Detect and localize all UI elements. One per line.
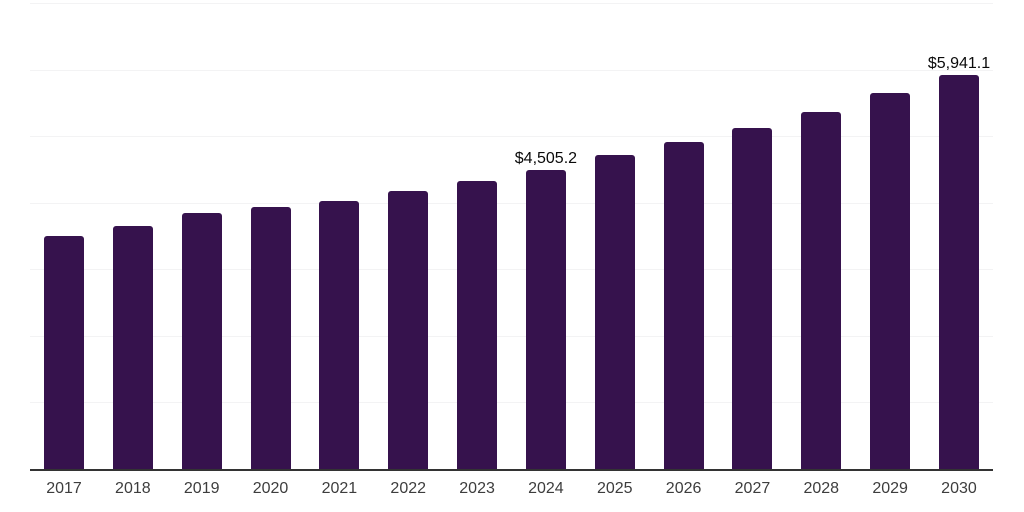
gridline xyxy=(30,202,993,204)
x-tick-label: 2022 xyxy=(390,480,427,497)
gridline xyxy=(30,3,993,4)
x-tick-label: 2018 xyxy=(115,480,151,497)
x-tick-label: 2019 xyxy=(183,480,220,497)
gridline xyxy=(30,402,993,404)
x-axis-labels: 2017 2018 2019 2020 2021 2022 2023 2024 2025 2026… xyxy=(30,470,993,512)
gridline xyxy=(30,69,993,71)
x-tick-label: 2028 xyxy=(803,480,840,497)
x-tick-label: 2030 xyxy=(941,480,977,497)
x-tick-label: 2026 xyxy=(665,480,702,497)
bar-2017 xyxy=(44,236,84,470)
x-tick-label: 2029 xyxy=(872,480,908,497)
bar-2024: $4,505.2 xyxy=(515,151,577,470)
gridline xyxy=(30,335,993,337)
bar-2018 xyxy=(112,226,153,470)
x-tick-label: 2020 xyxy=(252,480,289,497)
bar-2029 xyxy=(870,93,911,470)
bar-value-label: $5,941.1 xyxy=(927,54,991,72)
x-axis-line xyxy=(30,469,993,471)
plot-area: $4,505.2 $5,941.1 xyxy=(30,3,993,471)
bar-2021 xyxy=(319,200,360,470)
x-tick-label: 2017 xyxy=(46,480,82,497)
bar-2027 xyxy=(732,128,773,470)
bar-2023 xyxy=(457,181,498,470)
x-tick-label: 2021 xyxy=(321,480,358,497)
bar-value-label: $4,505.2 xyxy=(514,150,578,168)
bar-2020 xyxy=(250,206,291,470)
bar-2028 xyxy=(801,112,842,470)
bar-2026 xyxy=(663,142,704,470)
gridline xyxy=(30,269,993,271)
x-tick-label: 2024 xyxy=(528,480,564,497)
x-tick-label: 2027 xyxy=(734,480,771,497)
bars-row: $4,505.2 $5,941.1 xyxy=(30,4,993,470)
bar-2025 xyxy=(594,155,635,470)
bar-2019 xyxy=(181,213,222,470)
x-tick-label: 2025 xyxy=(596,480,633,497)
gridline xyxy=(30,136,993,138)
bar-2022 xyxy=(388,190,429,470)
x-tick-label: 2023 xyxy=(459,480,495,497)
bar-2030: $5,941.1 xyxy=(928,55,990,470)
